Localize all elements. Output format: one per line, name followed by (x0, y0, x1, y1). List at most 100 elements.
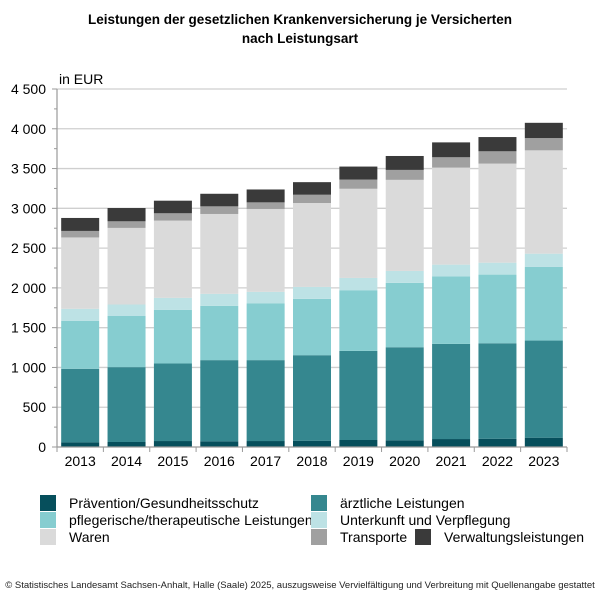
bar-segment (524, 253, 563, 267)
bar-segment (385, 179, 424, 271)
bar-segment (432, 264, 471, 277)
bar-segment (107, 315, 146, 368)
bar-segment (478, 262, 517, 275)
bar-segment (153, 213, 192, 221)
x-tick-label: 2023 (528, 453, 559, 469)
bar-segment (432, 439, 471, 447)
bar-segment (293, 203, 331, 287)
legend-swatch (40, 494, 56, 511)
x-tick-label: 2014 (111, 453, 142, 469)
legend-item: pflegerische/therapeutische Leistungen (40, 511, 313, 528)
legend-item: Unterkunft und Verpflegung (311, 511, 510, 528)
bar-segment (339, 166, 378, 180)
bar-segment (61, 442, 100, 447)
bar-segment (107, 441, 146, 447)
bar-segment (200, 293, 239, 306)
bar-segment (200, 213, 239, 294)
bar-segment (246, 208, 285, 292)
bar-stack-2015 (153, 200, 192, 447)
x-tick-label: 2017 (250, 453, 281, 469)
bar-segment (478, 163, 517, 263)
bar-stack-2018 (293, 182, 331, 447)
bars (61, 122, 563, 447)
y-tick-label: 500 (23, 399, 47, 415)
legend-item: Transporte (311, 528, 407, 545)
legend-label: Transporte (340, 528, 408, 545)
bar-segment (293, 440, 331, 447)
bar-segment (153, 220, 192, 298)
chart-title-line1: Leistungen der gesetzlichen Krankenversi… (88, 12, 512, 27)
y-tick-label: 0 (38, 439, 46, 455)
bar-segment (432, 157, 471, 168)
bar-segment (339, 290, 378, 351)
axis-labels: 0 500 1 000 1 500 2 000 2 500 3 000 3 500 4 000 4… (11, 71, 560, 469)
bar-stack-2016 (200, 193, 239, 447)
y-tick-label: 1 500 (11, 320, 46, 336)
legend-label: Unterkunft und Verpflegung (340, 511, 511, 528)
bar-segment (432, 167, 471, 265)
bar-segment (246, 303, 285, 361)
bar-stack-2021 (432, 142, 471, 447)
bar-segment (432, 343, 471, 440)
copyright-footer: © Statistisches Landesamt Sachsen-Anhalt… (5, 580, 595, 591)
legend-swatch (40, 528, 56, 545)
bar-segment (200, 193, 239, 207)
bar-segment (200, 360, 239, 442)
legend-item: Verwaltungsleistungen (415, 528, 584, 545)
legend-swatch (311, 511, 327, 528)
y-tick-label: 3 000 (11, 200, 46, 216)
bar-stack-2019 (339, 166, 378, 447)
bar-segment (246, 441, 285, 447)
bar-segment (200, 206, 239, 214)
bar-segment (524, 138, 563, 151)
bar-segment (153, 200, 192, 214)
bar-stack-2014 (107, 208, 146, 447)
bar-segment (293, 182, 331, 195)
bar-stack-2020 (385, 155, 424, 447)
bar-segment (61, 217, 100, 231)
y-tick-label: 4 500 (11, 81, 46, 97)
x-tick-label: 2022 (482, 453, 513, 469)
bar-segment (246, 291, 285, 304)
chart-title: Leistungen der gesetzlichen Krankenversi… (0, 10, 600, 48)
y-tick-label: 2 000 (11, 280, 46, 296)
bar-segment (385, 440, 424, 447)
bar-segment (385, 169, 424, 180)
bar-segment (478, 438, 517, 447)
bar-stack-2017 (246, 189, 285, 447)
bar-segment (478, 343, 517, 439)
bar-segment (432, 142, 471, 158)
bar-segment (524, 437, 563, 447)
bar-segment (293, 286, 331, 299)
legend-label: Waren (69, 528, 110, 545)
bar-segment (246, 202, 285, 209)
x-tick-label: 2019 (343, 453, 374, 469)
legend-item: Prävention/Gesundheitsschutz (40, 494, 259, 511)
bar-stack-2013 (61, 217, 100, 447)
chart-title-line2: nach Leistungsart (241, 31, 359, 46)
legend-swatch (40, 511, 56, 528)
bar-segment (385, 270, 424, 283)
bar-segment (478, 151, 517, 164)
bar-segment (339, 277, 378, 291)
bar-segment (385, 282, 424, 348)
bar-segment (478, 274, 517, 344)
x-tick-label: 2015 (157, 453, 188, 469)
y-tick-label: 2 500 (11, 240, 46, 256)
bar-segment (293, 194, 331, 204)
bar-segment (478, 137, 517, 152)
y-tick-label: 1 000 (11, 359, 46, 375)
bar-segment (339, 439, 378, 447)
bar-segment (246, 189, 285, 203)
bar-segment (524, 340, 563, 438)
bar-stack-2022 (478, 137, 517, 447)
axes (52, 88, 568, 452)
bar-segment (61, 230, 100, 238)
legend-swatch (415, 528, 431, 545)
bar-segment (107, 304, 146, 316)
bar-stack-2023 (524, 122, 563, 447)
legend-item: ärztliche Leistungen (311, 494, 465, 511)
bar-segment (293, 298, 331, 356)
stacked-bar-chart: 0 500 1 000 1 500 2 000 2 500 3 000 3 500 4 000 4… (11, 71, 568, 469)
y-tick-label: 3 500 (11, 161, 46, 177)
